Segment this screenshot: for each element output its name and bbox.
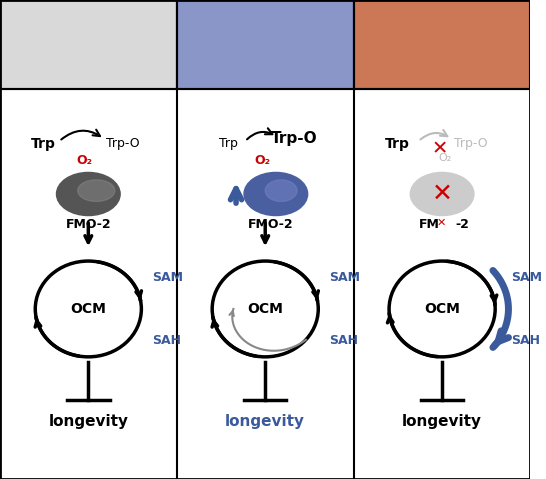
Ellipse shape (78, 180, 115, 201)
Ellipse shape (56, 172, 120, 216)
Text: FMO-2: FMO-2 (248, 218, 293, 231)
Ellipse shape (410, 172, 474, 216)
Text: normal: normal (64, 41, 112, 55)
Ellipse shape (265, 180, 297, 201)
Text: ✕: ✕ (431, 139, 448, 158)
Text: O₂: O₂ (254, 154, 271, 167)
Text: FMO-2: FMO-2 (253, 43, 298, 57)
Text: longevity: longevity (48, 414, 128, 429)
Text: SAM: SAM (152, 271, 183, 285)
FancyArrowPatch shape (420, 130, 447, 139)
Text: OCM: OCM (424, 302, 460, 316)
Text: Trp-O: Trp-O (271, 131, 318, 147)
Text: control: control (52, 17, 124, 35)
Text: Trp-O: Trp-O (106, 137, 140, 150)
Text: OCM: OCM (70, 302, 106, 316)
Text: Trp-O: Trp-O (454, 137, 488, 150)
Text: longevity: longevity (402, 414, 482, 429)
Text: Δfmo-2: Δfmo-2 (406, 17, 478, 35)
Text: ✕: ✕ (436, 218, 446, 228)
Text: -2: -2 (455, 218, 469, 231)
Text: longevity: longevity (225, 414, 305, 429)
Text: SAH: SAH (152, 333, 181, 347)
Text: ▲: ▲ (238, 43, 250, 58)
Text: SAM: SAM (329, 271, 360, 285)
Text: Trp: Trp (218, 137, 238, 150)
Ellipse shape (244, 172, 307, 216)
Bar (0, 0, 177, 89)
FancyArrowPatch shape (61, 130, 100, 139)
Text: FMO-2: FMO-2 (66, 58, 111, 72)
Text: Trp: Trp (384, 137, 410, 151)
Text: FM: FM (419, 218, 440, 231)
Text: O₂: O₂ (76, 154, 92, 167)
Text: FMO-2 OE: FMO-2 OE (216, 17, 315, 35)
Text: Trp: Trp (31, 137, 56, 151)
Text: O₂: O₂ (438, 153, 452, 163)
Bar (354, 0, 531, 89)
Text: SAH: SAH (511, 333, 540, 347)
Text: FMO-2: FMO-2 (66, 218, 111, 231)
FancyArrowPatch shape (247, 128, 272, 139)
Text: ✕: ✕ (432, 182, 453, 206)
Text: SAH: SAH (329, 333, 358, 347)
Text: SAM: SAM (511, 271, 542, 285)
Text: no FMO-2: no FMO-2 (409, 46, 476, 59)
Bar (177, 0, 354, 89)
Text: OCM: OCM (247, 302, 283, 316)
